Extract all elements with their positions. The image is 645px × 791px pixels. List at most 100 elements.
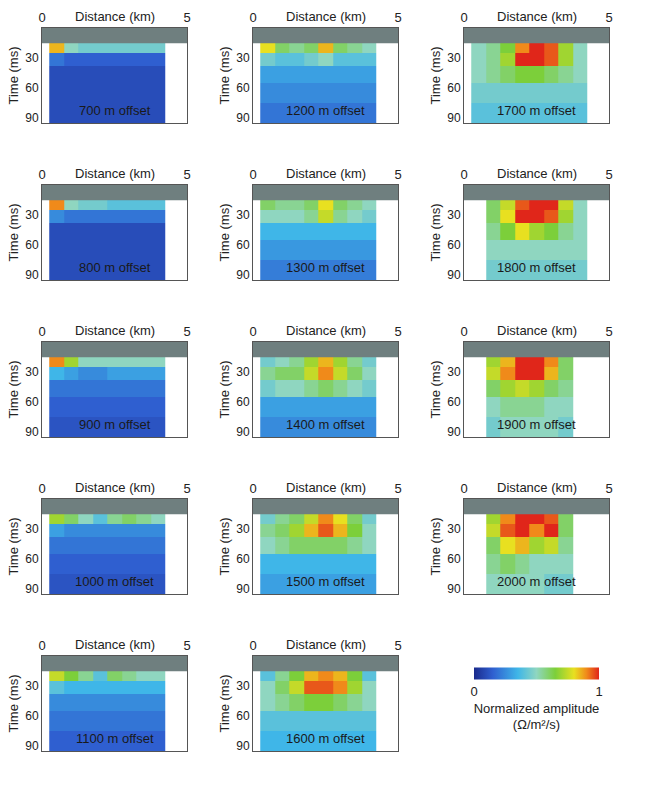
svg-text:Time (ms): Time (ms) (428, 203, 443, 261)
svg-text:Time (ms): Time (ms) (217, 517, 232, 575)
svg-text:30: 30 (25, 679, 39, 693)
svg-text:Time (ms): Time (ms) (428, 517, 443, 575)
svg-text:Distance (km): Distance (km) (75, 9, 155, 24)
svg-text:90: 90 (25, 582, 39, 596)
svg-text:90: 90 (236, 582, 250, 596)
svg-text:30: 30 (236, 51, 250, 65)
svg-text:60: 60 (236, 709, 250, 723)
svg-text:60: 60 (236, 395, 250, 409)
svg-text:30: 30 (447, 51, 461, 65)
svg-text:Time (ms): Time (ms) (6, 46, 21, 104)
svg-text:Time (ms): Time (ms) (6, 517, 21, 575)
svg-text:Distance (km): Distance (km) (497, 323, 577, 338)
svg-text:Distance (km): Distance (km) (286, 637, 366, 652)
svg-text:Time (ms): Time (ms) (6, 360, 21, 418)
svg-text:60: 60 (447, 238, 461, 252)
svg-text:1800 m offset: 1800 m offset (497, 260, 576, 275)
svg-text:60: 60 (236, 81, 250, 95)
svg-text:60: 60 (236, 552, 250, 566)
svg-text:Distance (km): Distance (km) (286, 480, 366, 495)
svg-text:90: 90 (447, 425, 461, 439)
svg-text:90: 90 (447, 268, 461, 282)
svg-text:60: 60 (25, 395, 39, 409)
svg-text:60: 60 (447, 81, 461, 95)
svg-text:90: 90 (236, 268, 250, 282)
svg-text:1300 m offset: 1300 m offset (286, 260, 365, 275)
svg-text:Distance (km): Distance (km) (286, 166, 366, 181)
svg-text:5: 5 (183, 167, 190, 182)
svg-text:0: 0 (249, 638, 256, 653)
svg-text:5: 5 (605, 324, 612, 339)
svg-text:2000 m offset: 2000 m offset (497, 574, 576, 589)
svg-text:800 m offset: 800 m offset (79, 260, 151, 275)
svg-text:5: 5 (394, 638, 401, 653)
svg-text:0: 0 (460, 481, 467, 496)
svg-text:60: 60 (25, 709, 39, 723)
svg-text:0: 0 (38, 481, 45, 496)
svg-text:Normalized amplitude(Ω/m²/s): Normalized amplitude(Ω/m²/s) (474, 701, 600, 733)
svg-text:30: 30 (447, 365, 461, 379)
svg-text:0: 0 (470, 684, 477, 699)
svg-text:0: 0 (38, 167, 45, 182)
svg-text:Distance (km): Distance (km) (75, 480, 155, 495)
svg-text:30: 30 (25, 365, 39, 379)
svg-text:0: 0 (249, 324, 256, 339)
svg-text:90: 90 (25, 425, 39, 439)
svg-text:5: 5 (394, 10, 401, 25)
svg-text:Time (ms): Time (ms) (6, 203, 21, 261)
svg-text:Time (ms): Time (ms) (428, 46, 443, 104)
svg-text:90: 90 (25, 739, 39, 753)
svg-text:Distance (km): Distance (km) (75, 166, 155, 181)
svg-text:1600 m offset: 1600 m offset (286, 731, 365, 746)
svg-text:0: 0 (460, 10, 467, 25)
svg-text:Time (ms): Time (ms) (217, 46, 232, 104)
svg-text:90: 90 (236, 111, 250, 125)
svg-text:0: 0 (38, 324, 45, 339)
svg-text:90: 90 (236, 425, 250, 439)
svg-text:900 m offset: 900 m offset (79, 417, 151, 432)
svg-text:700 m offset: 700 m offset (79, 103, 151, 118)
svg-text:1: 1 (595, 684, 602, 699)
svg-text:90: 90 (25, 111, 39, 125)
svg-text:1100 m offset: 1100 m offset (76, 731, 154, 746)
svg-text:30: 30 (236, 679, 250, 693)
svg-text:30: 30 (236, 365, 250, 379)
svg-text:0: 0 (249, 167, 256, 182)
svg-text:0: 0 (460, 167, 467, 182)
svg-text:5: 5 (605, 10, 612, 25)
svg-text:5: 5 (394, 324, 401, 339)
svg-text:0: 0 (249, 481, 256, 496)
svg-text:60: 60 (25, 238, 39, 252)
svg-text:1400 m offset: 1400 m offset (286, 417, 365, 432)
svg-text:30: 30 (25, 522, 39, 536)
svg-text:30: 30 (447, 208, 461, 222)
svg-text:Time (ms): Time (ms) (217, 674, 232, 732)
svg-text:90: 90 (25, 268, 39, 282)
svg-text:Distance (km): Distance (km) (497, 166, 577, 181)
svg-text:5: 5 (605, 167, 612, 182)
svg-text:Distance (km): Distance (km) (75, 637, 155, 652)
svg-text:60: 60 (25, 552, 39, 566)
svg-text:5: 5 (605, 481, 612, 496)
svg-text:5: 5 (394, 481, 401, 496)
svg-text:60: 60 (447, 395, 461, 409)
svg-text:Time (ms): Time (ms) (428, 360, 443, 418)
svg-text:Distance (km): Distance (km) (497, 9, 577, 24)
svg-text:5: 5 (183, 324, 190, 339)
svg-text:60: 60 (25, 81, 39, 95)
svg-text:Time (ms): Time (ms) (217, 360, 232, 418)
svg-text:0: 0 (460, 324, 467, 339)
svg-text:Distance (km): Distance (km) (497, 480, 577, 495)
svg-text:5: 5 (394, 167, 401, 182)
svg-text:1000 m offset: 1000 m offset (75, 574, 154, 589)
svg-text:1900 m offset: 1900 m offset (497, 417, 576, 432)
svg-text:5: 5 (183, 10, 190, 25)
svg-text:5: 5 (183, 481, 190, 496)
svg-text:Distance (km): Distance (km) (75, 323, 155, 338)
svg-text:1200 m offset: 1200 m offset (286, 103, 365, 118)
svg-text:60: 60 (447, 552, 461, 566)
svg-text:90: 90 (447, 111, 461, 125)
svg-text:30: 30 (25, 208, 39, 222)
svg-text:Time (ms): Time (ms) (6, 674, 21, 732)
svg-text:90: 90 (236, 739, 250, 753)
